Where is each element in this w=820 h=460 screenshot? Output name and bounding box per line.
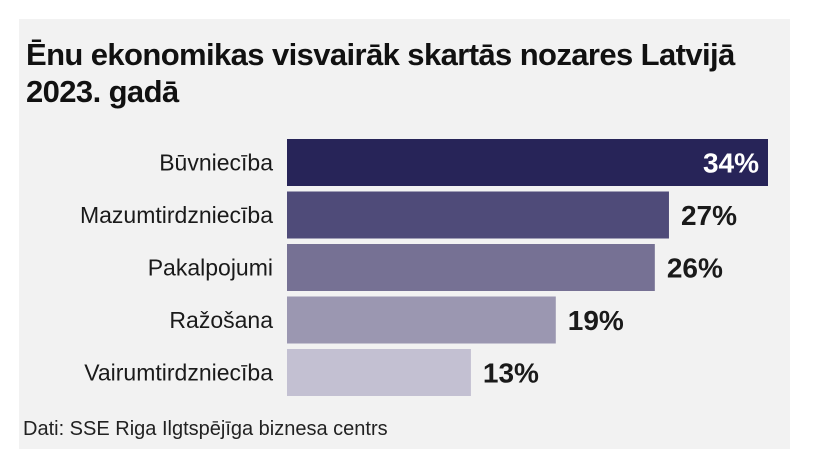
- value-label-vairumtirdznieciba: 13%: [483, 358, 539, 389]
- bar-buvnieciba: [287, 139, 768, 186]
- category-label-mazumtirdznieciba: Mazumtirdzniecība: [80, 202, 273, 228]
- value-label-buvnieciba: 34%: [703, 148, 759, 179]
- bar-vairumtirdznieciba: [287, 349, 471, 396]
- category-label-buvnieciba: Būvniecība: [159, 150, 273, 176]
- value-label-mazumtirdznieciba: 27%: [681, 200, 737, 231]
- value-label-pakalpojumi: 26%: [667, 253, 723, 284]
- bar-mazumtirdznieciba: [287, 191, 669, 239]
- category-label-razosana: Ražošana: [169, 307, 273, 333]
- bar-razosana: [287, 296, 556, 344]
- category-label-vairumtirdznieciba: Vairumtirdzniecība: [84, 360, 273, 386]
- source-note: Dati: SSE Riga Ilgtspējīga biznesa centr…: [23, 418, 388, 440]
- bar-pakalpojumi: [287, 244, 655, 291]
- category-label-pakalpojumi: Pakalpojumi: [148, 255, 273, 281]
- chart-title: Ēnu ekonomikas visvairāk skartās nozares…: [26, 37, 735, 109]
- value-label-razosana: 19%: [568, 305, 624, 336]
